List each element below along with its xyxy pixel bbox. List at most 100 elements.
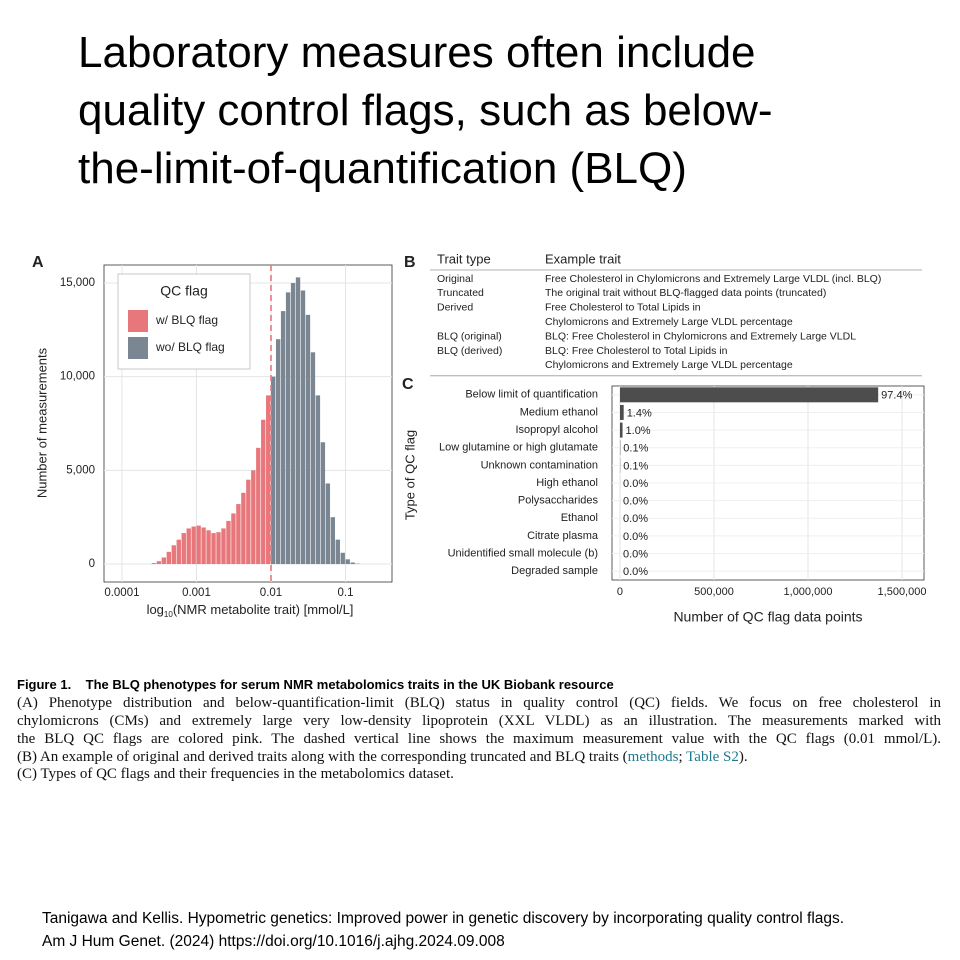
x-tick-label: 500,000 — [694, 586, 734, 598]
histogram-bar — [166, 551, 171, 565]
histogram-bar — [206, 530, 211, 565]
legend-label: wo/ BLQ flag — [155, 340, 225, 354]
bar — [619, 404, 624, 420]
y-tick-label: 0 — [89, 558, 95, 570]
value-label: 0.0% — [623, 566, 648, 578]
histogram-bar — [191, 526, 196, 565]
histogram-bar — [285, 292, 291, 565]
histogram-bar — [216, 532, 221, 565]
value-label: 0.0% — [623, 478, 648, 490]
category-label: Low glutamine or high glutamate — [439, 442, 598, 454]
histogram-bar — [275, 339, 281, 565]
category-label: Citrate plasma — [527, 530, 599, 542]
category-label: Degraded sample — [511, 565, 598, 577]
value-label: 0.1% — [623, 460, 648, 472]
histogram-bar — [161, 557, 167, 565]
panel-label: C — [402, 376, 414, 393]
category-label: Ethanol — [561, 512, 598, 524]
value-label: 1.4% — [627, 407, 652, 419]
histogram-bar — [181, 533, 186, 565]
y-tick-label: 10,000 — [60, 371, 95, 383]
histogram-bar — [270, 376, 276, 565]
x-tick-label: 1,500,000 — [878, 586, 927, 598]
caption-text: (B) An example of original and derived t… — [17, 749, 628, 765]
category-label: Polysaccharides — [518, 495, 599, 507]
caption-text: ). — [738, 749, 748, 765]
x-axis-label: Number of QC flag data points — [673, 609, 862, 625]
link[interactable]: methods — [627, 749, 679, 765]
caption-line: the BLQ QC flags are colored pink. The d… — [17, 731, 941, 747]
value-label: 0.0% — [623, 531, 648, 543]
histogram-bar — [345, 559, 350, 565]
category-label: Below limit of quantification — [465, 389, 598, 401]
histogram-bar — [196, 525, 201, 565]
category-label: Isopropyl alcohol — [515, 424, 598, 436]
histogram-bar — [290, 282, 296, 565]
category-label: High ethanol — [536, 477, 598, 489]
y-axis-label: Number of measurements — [34, 347, 49, 498]
citation: Tanigawa and Kellis. Hypometric genetics… — [42, 910, 845, 927]
link[interactable]: Table S2 — [686, 749, 739, 765]
slide-title: the-limit-of-quantification (BLQ) — [78, 144, 687, 193]
histogram-bar — [305, 314, 311, 565]
histogram-bar — [176, 539, 181, 565]
table-cell: Truncated — [437, 287, 484, 299]
table-cell: The original trait without BLQ-flagged d… — [545, 287, 826, 299]
histogram-bar — [266, 395, 271, 565]
histogram-bar — [325, 483, 331, 565]
histogram-bar — [340, 552, 345, 565]
legend-title: QC flag — [160, 283, 207, 299]
x-tick-label: 0 — [617, 586, 623, 598]
histogram-bar — [186, 528, 191, 565]
histogram-bar — [246, 479, 251, 565]
histogram-bar — [236, 504, 241, 565]
histogram-bar — [226, 520, 231, 565]
histogram-bar — [320, 442, 326, 565]
value-label: 0.0% — [623, 513, 648, 525]
table-cell: BLQ: Free Cholesterol in Chylomicrons an… — [545, 330, 856, 342]
x-axis-label: log10(NMR metabolite trait) [mmol/L] — [147, 602, 354, 619]
histogram-bar — [261, 419, 266, 565]
caption-text: ; — [678, 749, 687, 765]
legend-swatch — [128, 337, 148, 359]
table-cell: Free Cholesterol in Chylomicrons and Ext… — [545, 273, 881, 285]
table-cell: BLQ: Free Cholesterol to Total Lipids in — [545, 345, 728, 357]
citation: Am J Hum Genet. (2024) https://doi.org/1… — [42, 933, 505, 950]
histogram-bar — [201, 527, 206, 565]
table-cell: Derived — [437, 302, 473, 314]
table-cell: Chylomicrons and Extremely Large VLDL pe… — [545, 359, 793, 371]
category-label: Medium ethanol — [520, 406, 598, 418]
legend-label: w/ BLQ flag — [155, 313, 218, 327]
table-header: Example trait — [545, 251, 621, 266]
histogram-bar — [295, 277, 301, 565]
x-tick-label: 0.01 — [260, 587, 282, 599]
table-header: Trait type — [437, 251, 491, 266]
histogram-bar — [330, 517, 336, 565]
caption-line: (A) Phenotype distribution and below-qua… — [17, 695, 941, 711]
histogram-bar — [280, 311, 286, 565]
histogram-bar — [256, 447, 261, 565]
histogram-bar — [156, 561, 162, 565]
y-tick-label: 15,000 — [60, 277, 95, 289]
category-label: Unidentified small molecule (b) — [448, 547, 598, 559]
panel-label: B — [404, 254, 416, 271]
bar — [619, 422, 623, 438]
histogram-bar — [310, 352, 316, 565]
x-tick-label: 0.001 — [182, 587, 211, 599]
histogram-bar — [151, 563, 157, 565]
figure-label: Figure 1. — [17, 677, 72, 692]
caption-line: (B) An example of original and derived t… — [17, 749, 941, 766]
x-axis-label-part: log — [147, 602, 164, 617]
histogram-bar — [231, 513, 236, 565]
histogram-bar — [300, 290, 306, 565]
legend-swatch — [128, 310, 148, 332]
histogram-bar — [315, 395, 321, 565]
x-axis-label-part: 10 — [164, 610, 173, 619]
x-axis-label-part: (NMR metabolite trait) [mmol/L] — [173, 602, 354, 617]
value-label: 0.0% — [623, 548, 648, 560]
value-label: 1.0% — [626, 425, 651, 437]
histogram-bar — [350, 562, 355, 565]
value-label: 0.0% — [623, 496, 648, 508]
table-cell: BLQ (original) — [437, 330, 502, 342]
